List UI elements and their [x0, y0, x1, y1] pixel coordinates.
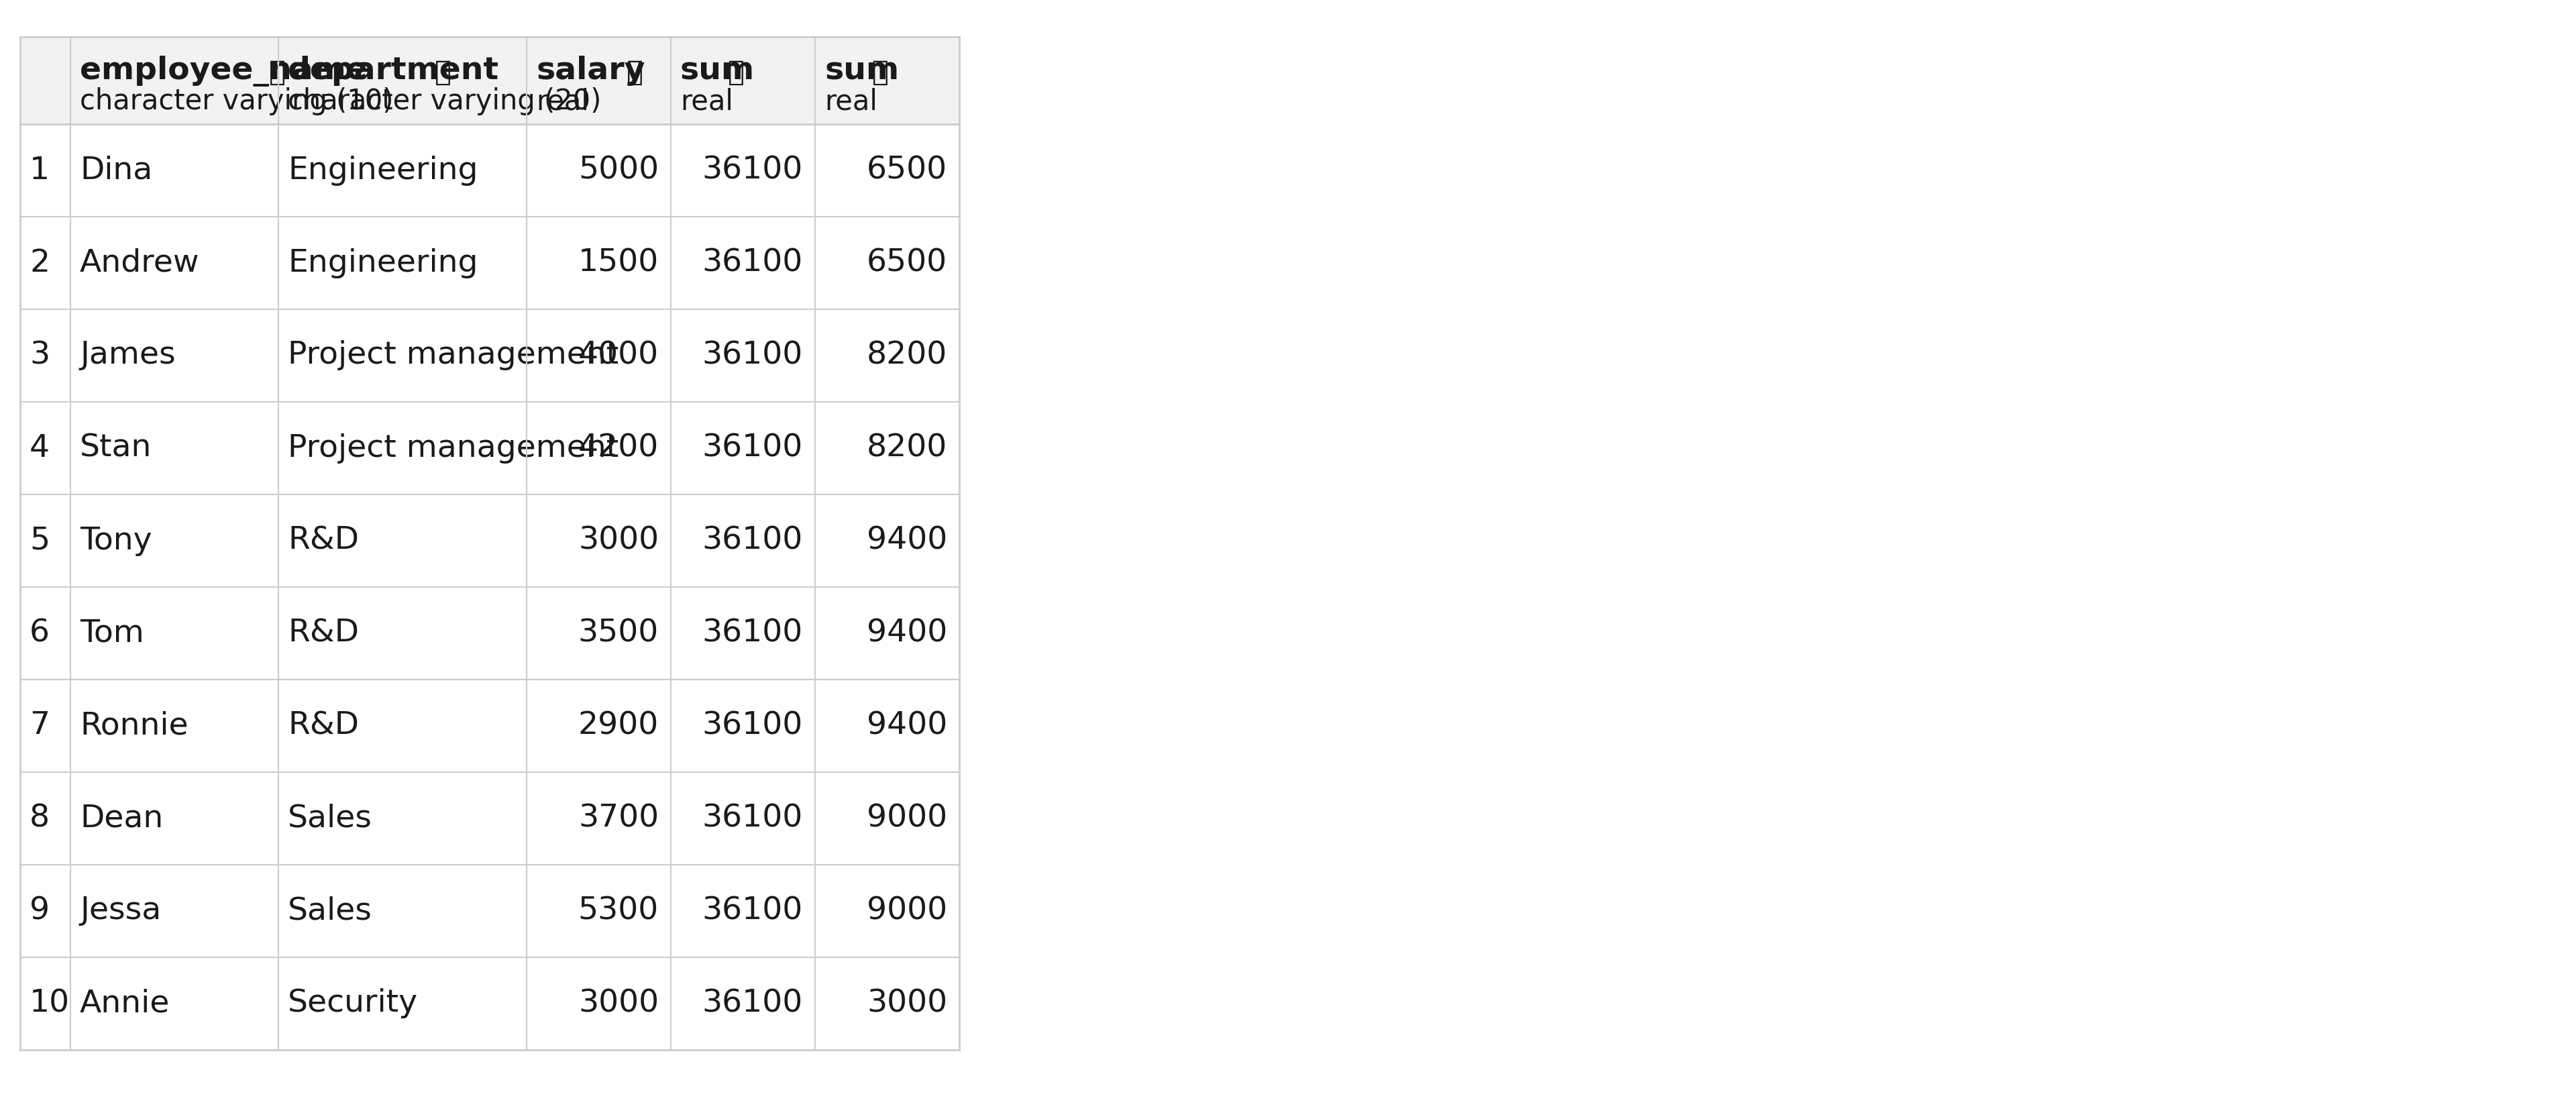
Text: 5300: 5300	[577, 896, 659, 927]
Text: 7: 7	[28, 711, 49, 741]
Text: character varying (20): character varying (20)	[289, 87, 600, 115]
Text: 🔒: 🔒	[729, 58, 744, 86]
Text: Sales: Sales	[289, 803, 371, 834]
Text: 9000: 9000	[866, 896, 948, 927]
Bar	[21, 124, 958, 217]
Text: 2: 2	[28, 248, 49, 279]
Bar	[21, 495, 958, 587]
Text: 36100: 36100	[703, 433, 804, 463]
Bar	[21, 958, 958, 1050]
Text: 8200: 8200	[866, 340, 948, 370]
Text: Engineering: Engineering	[289, 248, 479, 279]
Text: real: real	[824, 87, 878, 115]
Text: R&D: R&D	[289, 618, 358, 648]
Text: 9400: 9400	[866, 711, 948, 741]
Text: real: real	[536, 87, 590, 115]
Text: 36100: 36100	[703, 248, 804, 279]
Text: Tom: Tom	[80, 618, 144, 648]
Text: 36100: 36100	[703, 988, 804, 1018]
Text: 4000: 4000	[577, 340, 659, 370]
Text: sum: sum	[824, 56, 899, 86]
Text: 9000: 9000	[866, 803, 948, 834]
Text: 8200: 8200	[866, 433, 948, 463]
Text: real: real	[680, 87, 734, 115]
Bar	[21, 217, 958, 309]
Text: salary: salary	[536, 56, 644, 86]
Text: 🔒: 🔒	[268, 58, 286, 86]
Bar	[21, 865, 958, 958]
Bar	[21, 309, 958, 402]
Text: 3000: 3000	[866, 988, 948, 1018]
Text: 36100: 36100	[703, 896, 804, 927]
Text: department: department	[289, 56, 500, 86]
Text: 3700: 3700	[577, 803, 659, 834]
Bar	[21, 679, 958, 772]
Text: Project management: Project management	[289, 340, 618, 370]
Text: Project management: Project management	[289, 433, 618, 463]
Text: 36100: 36100	[703, 526, 804, 556]
Text: 🔒: 🔒	[435, 58, 451, 86]
Text: 5: 5	[28, 526, 49, 556]
Text: 9: 9	[28, 896, 49, 927]
Text: 36100: 36100	[703, 618, 804, 648]
Text: 4: 4	[28, 433, 49, 463]
Text: sum: sum	[680, 56, 755, 86]
Text: 8: 8	[28, 803, 49, 834]
Text: Stan: Stan	[80, 433, 152, 463]
Text: 4200: 4200	[577, 433, 659, 463]
Text: 1: 1	[28, 156, 49, 186]
Text: Sales: Sales	[289, 896, 371, 927]
Bar	[21, 772, 958, 865]
Text: Jessa: Jessa	[80, 896, 162, 927]
Text: Dina: Dina	[80, 156, 152, 186]
Text: Security: Security	[289, 988, 417, 1018]
Bar	[21, 587, 958, 679]
Bar	[21, 402, 958, 495]
Text: 36100: 36100	[703, 803, 804, 834]
Text: 6500: 6500	[866, 248, 948, 279]
Text: 🔒: 🔒	[873, 58, 889, 86]
Text: 6: 6	[28, 618, 49, 648]
Text: 9400: 9400	[866, 618, 948, 648]
Text: 6500: 6500	[866, 156, 948, 186]
Text: Dean: Dean	[80, 803, 162, 834]
Text: 36100: 36100	[703, 340, 804, 370]
Text: character varying (10): character varying (10)	[80, 87, 394, 115]
Text: Andrew: Andrew	[80, 248, 198, 279]
Text: 3500: 3500	[577, 618, 659, 648]
Text: 3000: 3000	[577, 988, 659, 1018]
Text: 1500: 1500	[577, 248, 659, 279]
Text: Annie: Annie	[80, 988, 170, 1018]
Text: 3000: 3000	[577, 526, 659, 556]
Text: Ronnie: Ronnie	[80, 711, 188, 741]
Text: 5000: 5000	[577, 156, 659, 186]
Text: employee_name: employee_name	[80, 56, 368, 86]
Text: R&D: R&D	[289, 711, 358, 741]
Text: Tony: Tony	[80, 526, 152, 556]
Text: Engineering: Engineering	[289, 156, 479, 186]
Text: 3: 3	[28, 340, 49, 370]
Text: 2900: 2900	[577, 711, 659, 741]
Text: 9400: 9400	[866, 526, 948, 556]
Text: 🔒: 🔒	[626, 58, 644, 86]
Bar	[21, 37, 958, 124]
Text: 36100: 36100	[703, 156, 804, 186]
Text: R&D: R&D	[289, 526, 358, 556]
Text: 10: 10	[28, 988, 70, 1018]
Text: James: James	[80, 340, 175, 370]
Text: 36100: 36100	[703, 711, 804, 741]
